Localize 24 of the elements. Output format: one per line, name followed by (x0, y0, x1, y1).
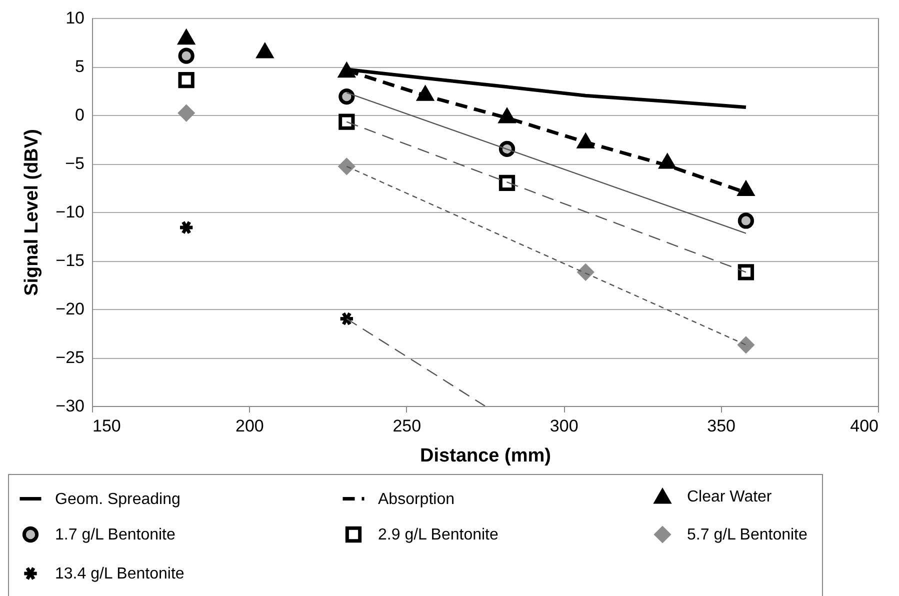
y-tick-label: −25 (56, 348, 84, 367)
x-tick-label: 400 (850, 416, 878, 436)
legend-label: 5.7 g/L Bentonite (687, 526, 808, 544)
y-tick-label: −5 (65, 154, 84, 173)
legend-label: Absorption (378, 490, 454, 508)
legend-label: Geom. Spreading (55, 490, 180, 508)
y-tick-label: −15 (56, 251, 84, 270)
y-axis-title: Signal Level (dBV) (22, 129, 43, 296)
y-tick-label: 5 (75, 57, 84, 76)
y-tick-label: −10 (56, 202, 84, 222)
y-tick-label: 0 (75, 106, 84, 124)
x-tick-label: 300 (550, 416, 578, 436)
x-axis-title: Distance (mm) (420, 446, 551, 466)
y-tick-label: 10 (66, 8, 84, 28)
x-tick-label: 200 (236, 416, 264, 436)
x-tick-label: 250 (392, 416, 422, 436)
y-tick-label: −20 (56, 300, 84, 318)
x-tick-label: 350 (707, 416, 736, 436)
x-tick-label: 150 (92, 416, 121, 436)
legend-label: 13.4 g/L Bentonite (55, 566, 184, 582)
legend-label: 2.9 g/L Bentonite (378, 526, 498, 544)
y-tick-label: −30 (56, 396, 84, 416)
legend-label: 1.7 g/L Bentonite (55, 526, 176, 544)
legend-label: Clear Water (687, 488, 772, 506)
